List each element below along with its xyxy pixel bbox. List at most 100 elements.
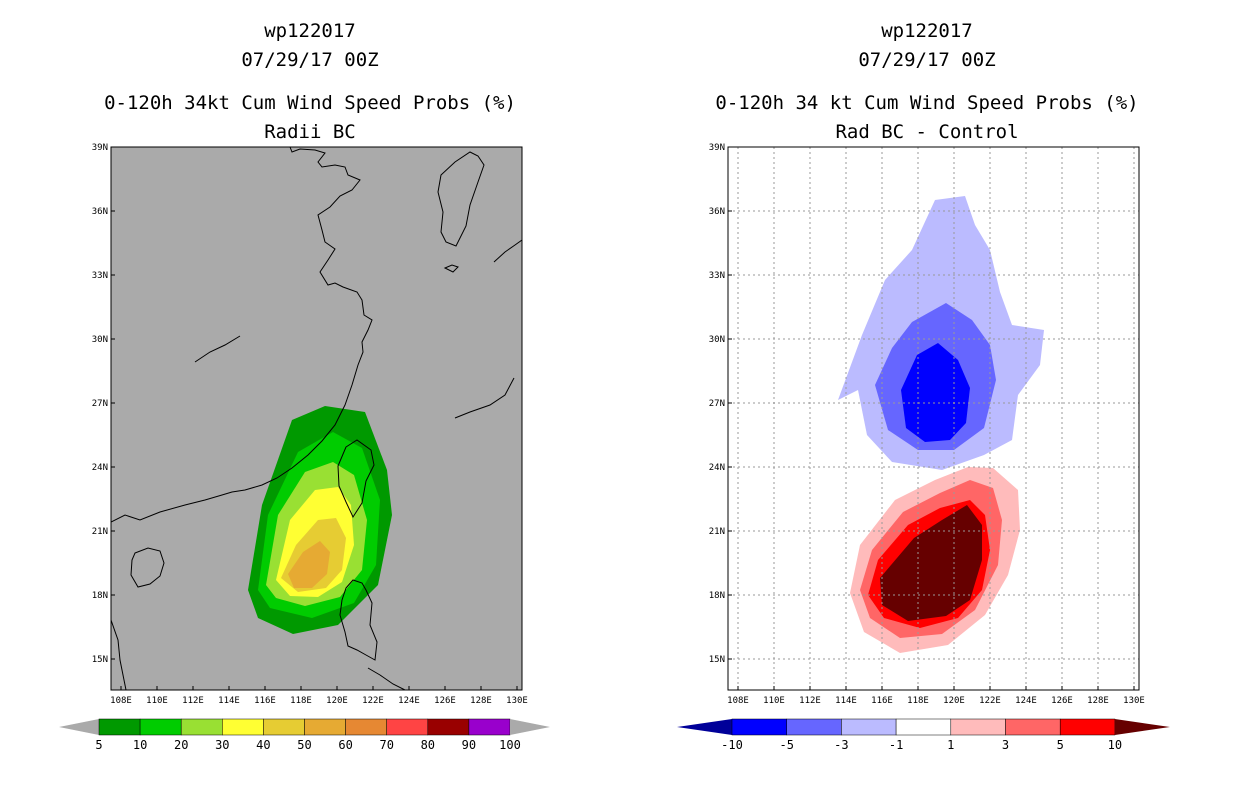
right-lon-label-130E: 130E bbox=[1123, 696, 1145, 706]
left-lat-label-33N: 33N bbox=[92, 271, 108, 281]
left-vietnam-coast bbox=[111, 619, 127, 690]
left-lon-label-128E: 128E bbox=[470, 696, 492, 706]
left-lon-label-118E: 118E bbox=[290, 696, 312, 706]
right-title-subtitle: Rad BC - Control bbox=[835, 121, 1018, 143]
left-title-product: 0-120h 34kt Cum Wind Speed Probs (%) bbox=[104, 92, 516, 114]
left-colorbar-label-4: 40 bbox=[256, 738, 270, 752]
right-latitude-ticks: 39N 36N 33N 30N 27N 24N 21N 18N 15N bbox=[709, 143, 732, 665]
right-colorbar-label-0: -10 bbox=[721, 738, 743, 752]
left-lon-label-114E: 114E bbox=[218, 696, 240, 706]
left-colorbar-box-7 bbox=[386, 718, 429, 736]
left-contour-50 bbox=[288, 541, 330, 588]
left-lat-label-24N: 24N bbox=[92, 463, 108, 473]
right-colorbar-label-5: 3 bbox=[1002, 738, 1009, 752]
left-lat-label-30N: 30N bbox=[92, 335, 108, 345]
left-colorbar-label-2: 20 bbox=[174, 738, 188, 752]
left-lon-label-112E: 112E bbox=[182, 696, 204, 706]
right-lon-label-108E: 108E bbox=[727, 696, 749, 706]
right-lat-label-24N: 24N bbox=[709, 463, 725, 473]
left-japan-coast bbox=[493, 239, 522, 263]
left-colorbar-box-6 bbox=[345, 718, 387, 736]
right-lon-label-122E: 122E bbox=[979, 696, 1001, 706]
right-colorbar-box-5 bbox=[1005, 718, 1061, 736]
right-lon-label-110E: 110E bbox=[763, 696, 785, 706]
right-colorbar-label-4: 1 bbox=[947, 738, 954, 752]
right-colorbar-label-6: 5 bbox=[1057, 738, 1064, 752]
left-lon-label-110E: 110E bbox=[146, 696, 168, 706]
left-lon-label-122E: 122E bbox=[362, 696, 384, 706]
right-panel: wp122017 07/29/17 00Z 0-120h 34 kt Cum W… bbox=[677, 20, 1170, 752]
right-colorbar: -10 -5 -3 -1 1 3 5 10 bbox=[677, 718, 1170, 752]
left-probability-field bbox=[248, 406, 392, 634]
left-colorbar-label-10: 100 bbox=[499, 738, 521, 752]
left-lon-label-130E: 130E bbox=[506, 696, 528, 706]
left-title-storm-id: wp122017 bbox=[264, 20, 356, 42]
left-colorbar-label-0: 5 bbox=[95, 738, 102, 752]
right-title-product: 0-120h 34 kt Cum Wind Speed Probs (%) bbox=[715, 92, 1138, 114]
right-colorbar-box-3 bbox=[895, 718, 952, 736]
right-colorbar-box-1 bbox=[786, 718, 842, 736]
right-colorbar-box-4 bbox=[950, 718, 1006, 736]
right-colorbar-label-7: 10 bbox=[1108, 738, 1122, 752]
right-map-gridlines bbox=[728, 147, 1139, 690]
right-map-frame bbox=[727, 146, 1140, 691]
left-lat-label-27N: 27N bbox=[92, 399, 108, 409]
right-colorbar-box-6 bbox=[1059, 718, 1116, 736]
right-lon-label-124E: 124E bbox=[1015, 696, 1037, 706]
left-taiwan-island bbox=[337, 439, 375, 519]
left-hainan-island bbox=[130, 547, 165, 588]
left-colorbar-box-5 bbox=[304, 718, 346, 736]
left-latitude-ticks: 39N 36N 33N 30N 27N 24N 21N 18N 15N bbox=[92, 143, 115, 665]
right-lat-label-18N: 18N bbox=[709, 591, 725, 601]
left-lat-label-36N: 36N bbox=[92, 207, 108, 217]
left-inland-lake bbox=[194, 335, 241, 363]
left-colorbar-label-9: 90 bbox=[462, 738, 476, 752]
left-panel: wp122017 07/29/17 00Z 0-120h 34kt Cum Wi… bbox=[59, 20, 550, 752]
left-ryukyu-islands bbox=[454, 377, 515, 419]
right-contour-pos-10 bbox=[880, 505, 982, 621]
left-lat-label-39N: 39N bbox=[92, 143, 108, 153]
right-colorbar-box-0 bbox=[731, 718, 787, 736]
left-lon-label-124E: 124E bbox=[398, 696, 420, 706]
right-lon-label-114E: 114E bbox=[835, 696, 857, 706]
left-visayas-coast bbox=[367, 667, 406, 690]
right-lat-label-27N: 27N bbox=[709, 399, 725, 409]
right-longitude-ticks: 108E 110E 112E 114E 116E 118E 120E 122E 124E 126E… bbox=[727, 686, 1145, 706]
left-title-date: 07/29/17 00Z bbox=[241, 49, 378, 71]
left-colorbar-label-1: 10 bbox=[133, 738, 147, 752]
right-lon-label-128E: 128E bbox=[1087, 696, 1109, 706]
right-colorbar-label-1: -5 bbox=[779, 738, 793, 752]
left-colorbar-box-3 bbox=[222, 718, 264, 736]
right-colorbar-label-2: -3 bbox=[834, 738, 848, 752]
left-lat-label-18N: 18N bbox=[92, 591, 108, 601]
left-colorbar-label-5: 50 bbox=[297, 738, 311, 752]
left-lat-label-21N: 21N bbox=[92, 527, 108, 537]
left-colorbar-label-6: 60 bbox=[338, 738, 352, 752]
left-colorbar-box-4 bbox=[263, 718, 305, 736]
left-colorbar-label-3: 30 bbox=[215, 738, 229, 752]
right-lon-label-120E: 120E bbox=[943, 696, 965, 706]
left-jeju-island bbox=[443, 264, 459, 273]
left-lon-label-126E: 126E bbox=[434, 696, 456, 706]
right-lat-label-36N: 36N bbox=[709, 207, 725, 217]
left-luzon-island bbox=[339, 579, 378, 661]
left-lon-label-108E: 108E bbox=[110, 696, 132, 706]
right-lat-label-15N: 15N bbox=[709, 655, 725, 665]
right-lon-label-126E: 126E bbox=[1051, 696, 1073, 706]
left-map-frame bbox=[110, 146, 523, 691]
left-longitude-ticks: 108E 110E 112E 114E 116E 118E 120E 122E 124E 126E… bbox=[110, 686, 528, 706]
right-lat-label-39N: 39N bbox=[709, 143, 725, 153]
left-colorbar-box-9 bbox=[468, 718, 511, 736]
right-lon-label-112E: 112E bbox=[799, 696, 821, 706]
left-colorbar-label-8: 80 bbox=[421, 738, 435, 752]
left-title-subtitle: Radii BC bbox=[264, 121, 356, 143]
left-colorbar-box-2 bbox=[180, 718, 223, 736]
left-china-coast bbox=[111, 147, 373, 523]
right-difference-field bbox=[838, 196, 1044, 653]
left-lon-label-116E: 116E bbox=[254, 696, 276, 706]
left-colorbar-box-8 bbox=[427, 718, 470, 736]
right-title-date: 07/29/17 00Z bbox=[858, 49, 995, 71]
right-lon-label-118E: 118E bbox=[907, 696, 929, 706]
left-colorbar: 5 10 20 30 40 50 60 70 80 90 100 bbox=[59, 718, 550, 752]
left-colorbar-high-arrow bbox=[510, 719, 550, 735]
